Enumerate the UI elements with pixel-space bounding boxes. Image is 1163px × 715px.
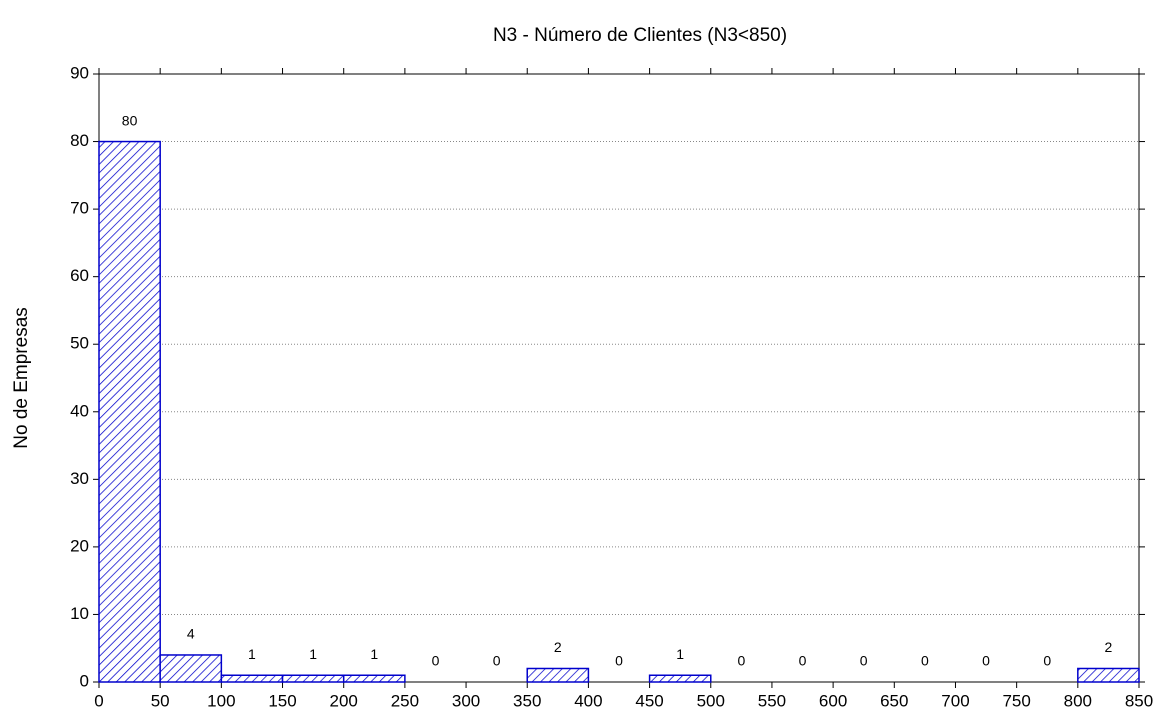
value-label: 1 (370, 646, 378, 662)
x-tick-label: 300 (452, 691, 480, 710)
y-tick-label: 80 (70, 131, 89, 150)
x-tick-label: 450 (635, 691, 663, 710)
x-tick-label: 500 (697, 691, 725, 710)
value-label: 2 (1105, 639, 1113, 655)
y-tick-label: 20 (70, 536, 89, 555)
plot-frame (98, 73, 1140, 683)
x-tick-label: 350 (513, 691, 541, 710)
bar (1077, 667, 1140, 683)
value-label: 1 (676, 646, 684, 662)
value-label: 80 (122, 112, 138, 128)
x-tick-label: 0 (94, 691, 103, 710)
value-label: 0 (921, 653, 929, 669)
x-tick-label: 150 (268, 691, 296, 710)
x-tick-label: 550 (758, 691, 786, 710)
x-tick-label: 400 (574, 691, 602, 710)
value-label: 0 (982, 653, 990, 669)
value-label: 0 (432, 653, 440, 669)
value-label: 0 (799, 653, 807, 669)
value-label: 2 (554, 639, 562, 655)
value-label: 0 (1043, 653, 1051, 669)
y-tick-label: 60 (70, 266, 89, 285)
y-tick-label: 10 (70, 604, 89, 623)
y-tick-label: 0 (80, 671, 89, 690)
x-tick-label: 650 (880, 691, 908, 710)
value-label: 0 (615, 653, 623, 669)
bar (98, 140, 161, 683)
bar (220, 674, 284, 683)
y-tick-label: 70 (70, 199, 89, 218)
x-tick-label: 750 (1002, 691, 1030, 710)
x-tick-label: 200 (330, 691, 358, 710)
value-label: 1 (309, 646, 317, 662)
bar (526, 667, 590, 683)
x-tick-label: 50 (151, 691, 170, 710)
y-tick-label: 50 (70, 334, 89, 353)
y-tick-label: 40 (70, 401, 89, 420)
y-axis-label: No de Empresas (11, 307, 32, 449)
x-tick-label: 600 (819, 691, 847, 710)
y-tick-label: 30 (70, 469, 89, 488)
x-tick-label: 700 (941, 691, 969, 710)
value-label: 0 (860, 653, 868, 669)
value-label: 1 (248, 646, 256, 662)
bar (159, 654, 223, 683)
y-tick-label: 90 (70, 63, 89, 82)
bar (281, 674, 345, 683)
value-label: 0 (493, 653, 501, 669)
x-tick-label: 250 (391, 691, 419, 710)
x-tick-label: 100 (207, 691, 235, 710)
value-label: 0 (737, 653, 745, 669)
x-tick-label: 800 (1064, 691, 1092, 710)
chart-title: N3 - Número de Clientes (N3<850) (493, 25, 787, 46)
bar (342, 674, 406, 683)
x-tick-label: 850 (1125, 691, 1153, 710)
bar (648, 674, 712, 683)
value-label: 4 (187, 626, 195, 642)
